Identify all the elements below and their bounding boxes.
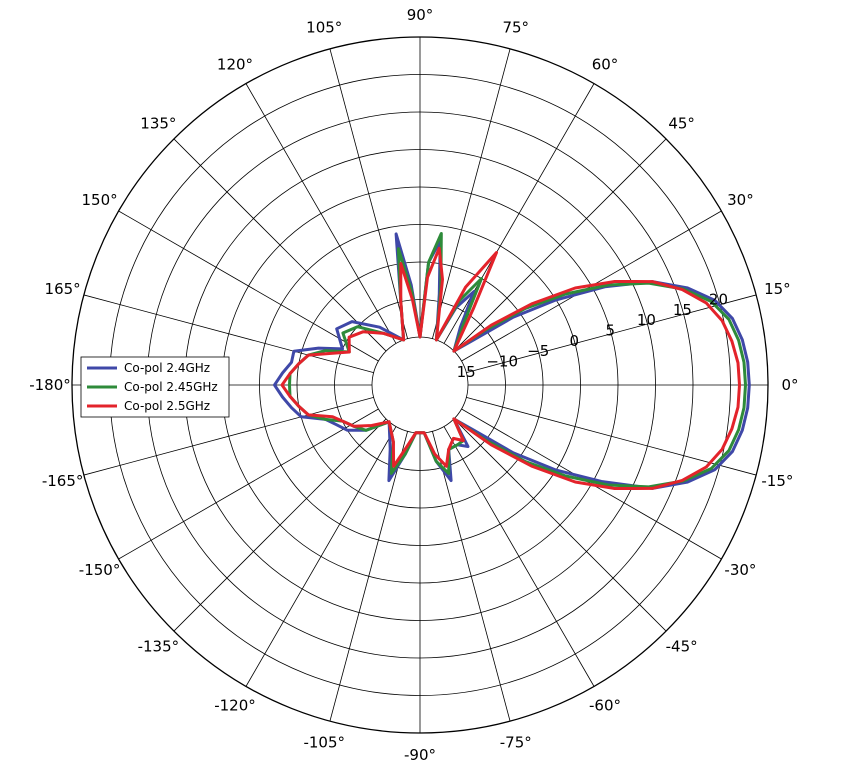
radial-label-7: 20: [709, 290, 728, 308]
angle-label-13: -165°: [42, 472, 84, 490]
legend-label-2: Co-pol 2.5GHz: [124, 399, 210, 413]
angle-label-11: 165°: [45, 280, 81, 298]
angle-label-21: -45°: [666, 638, 698, 656]
angle-label-17: -105°: [303, 733, 345, 751]
radial-label-0: 15: [457, 363, 476, 381]
angle-label-8: 120°: [217, 56, 253, 74]
grid-spoke-20: [443, 426, 595, 687]
angle-label-15: -135°: [138, 638, 180, 656]
radial-label-3: 0: [570, 332, 580, 350]
radial-label-1: −10: [486, 352, 518, 370]
grid-spoke-19: [432, 431, 511, 722]
angle-label-14: -150°: [79, 561, 121, 579]
angle-label-18: -90°: [404, 746, 436, 764]
grid-spoke-14: [118, 408, 379, 560]
legend-label-1: Co-pol 2.45GHz: [124, 380, 218, 394]
data-series: [273, 232, 751, 490]
angle-label-3: 45°: [668, 114, 695, 132]
grid-spoke-15: [173, 418, 387, 632]
angle-label-23: -15°: [761, 472, 793, 490]
radial-label-4: 5: [606, 321, 616, 339]
angle-label-9: 135°: [140, 114, 176, 132]
grid-spoke-4: [443, 83, 595, 344]
grid-spoke-10: [118, 210, 379, 362]
angle-label-22: -30°: [724, 561, 756, 579]
angle-label-2: 30°: [727, 191, 754, 209]
angle-label-12: -180°: [29, 376, 71, 394]
angle-label-6: 90°: [407, 6, 434, 24]
grid-spoke-1: [466, 294, 757, 373]
grid-spoke-23: [466, 397, 757, 476]
grid-spoke-21: [453, 418, 667, 632]
grid-spoke-16: [245, 426, 397, 687]
angle-label-19: -75°: [500, 733, 532, 751]
radial-label-2: −5: [527, 342, 549, 360]
radial-tick-labels: 15 −10 −5 0 5 10 15 20: [457, 290, 728, 380]
grid-spoke-17: [329, 431, 408, 722]
legend-label-0: Co-pol 2.4GHz: [124, 361, 210, 375]
grid-spoke-13: [83, 397, 374, 476]
angle-label-1: 15°: [764, 280, 791, 298]
angle-label-0: 0°: [781, 376, 798, 394]
series-line-2: [280, 246, 741, 490]
angle-label-20: -60°: [589, 696, 621, 714]
radial-label-5: 10: [637, 311, 656, 329]
angle-label-7: 105°: [306, 19, 342, 37]
angle-label-16: -120°: [214, 696, 256, 714]
grid-spoke-7: [329, 48, 408, 339]
grid-spoke-11: [83, 294, 374, 373]
angular-tick-labels: 0° 15° 30° 45° 60° 75° 90° 105° 120° 135° 150° 165°…: [29, 6, 798, 764]
grid-spoke-5: [432, 48, 511, 339]
legend: Co-pol 2.4GHz Co-pol 2.45GHz Co-pol 2.5GHz: [80, 356, 230, 418]
angle-label-10: 150°: [82, 191, 118, 209]
radial-label-6: 15: [673, 301, 692, 319]
grid-spoke-9: [173, 138, 387, 352]
angle-label-5: 75°: [502, 19, 529, 37]
grid-spoke-3: [453, 138, 667, 352]
grid-spoke-8: [245, 83, 397, 344]
angle-label-4: 60°: [592, 56, 619, 74]
